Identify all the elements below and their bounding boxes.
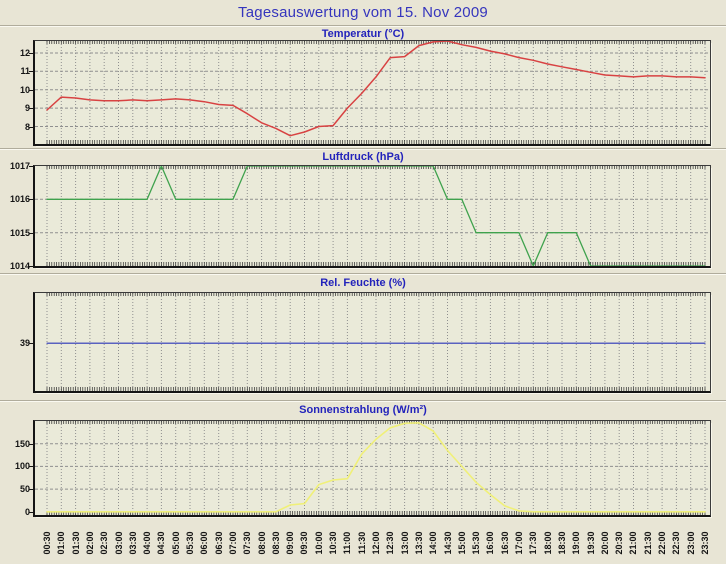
time-axis-label: 02:30	[99, 531, 110, 555]
temperature-chart	[33, 40, 711, 146]
time-axis-label: 21:30	[642, 531, 653, 555]
section-separator-1	[0, 148, 726, 150]
radiation-chart-title: Sonnenstrahlung (W/m²)	[299, 404, 427, 416]
time-axis-label: 10:00	[313, 531, 324, 555]
y-axis-tick	[29, 199, 33, 201]
time-axis-label: 05:30	[185, 531, 196, 555]
y-axis-label: 10	[19, 84, 30, 95]
time-axis-label: 07:30	[242, 531, 253, 555]
time-axis-label: 08:00	[256, 531, 267, 555]
time-axis-label: 11:00	[342, 531, 353, 555]
y-axis-label: 8	[24, 121, 30, 132]
y-axis-tick	[29, 52, 33, 54]
temperature-chart-title: Temperatur (°C)	[321, 28, 405, 40]
y-axis-tick	[29, 89, 33, 91]
y-axis-tick	[29, 232, 33, 234]
y-axis-label: 9	[24, 103, 30, 114]
time-axis-label: 01:30	[70, 531, 81, 555]
y-axis-label: 12	[19, 47, 30, 58]
time-axis-label: 12:00	[371, 531, 381, 555]
time-axis-label: 20:30	[614, 531, 625, 555]
time-axis-label: 21:00	[628, 531, 639, 555]
section-separator-2	[0, 273, 726, 275]
y-axis-label: 150	[14, 438, 30, 449]
time-axis-label: 14:30	[442, 531, 453, 555]
time-axis-label: 18:30	[556, 531, 567, 555]
time-axis-label: 06:30	[213, 531, 224, 555]
time-axis-label: 15:30	[471, 531, 482, 555]
y-axis-label: 50	[19, 484, 30, 495]
time-axis-label: 09:30	[299, 531, 310, 555]
pressure-chart-title: Luftdruck (hPa)	[322, 151, 404, 163]
time-axis-label: 14:00	[428, 531, 439, 555]
y-axis-label: 1016	[9, 194, 30, 205]
time-axis-label: 11:30	[356, 531, 367, 555]
time-axis-label: 18:00	[542, 531, 553, 555]
time-axis-label: 00:30	[42, 531, 52, 555]
y-axis-label: 1015	[9, 227, 30, 238]
y-axis-tick	[29, 466, 33, 468]
time-axis-label: 13:00	[399, 531, 410, 555]
time-axis-label: 07:00	[227, 531, 238, 555]
y-axis-label: 11	[20, 66, 30, 77]
time-axis-label: 17:30	[528, 531, 539, 555]
time-axis-label: 19:30	[585, 531, 596, 555]
time-axis-label: 22:00	[657, 531, 668, 555]
time-axis-label: 13:30	[413, 531, 424, 555]
time-axis-label: 02:00	[84, 531, 95, 555]
y-axis-tick	[29, 71, 33, 73]
y-axis-label: 1014	[9, 261, 30, 271]
time-axis-label: 12:30	[385, 531, 396, 555]
page-title: Tagesauswertung vom 15. Nov 2009	[238, 4, 488, 21]
time-axis-label: 04:30	[156, 531, 167, 555]
y-axis-tick	[29, 108, 33, 110]
time-axis-label: 23:00	[685, 531, 696, 555]
time-axis-label: 22:30	[671, 531, 682, 555]
y-axis-tick	[29, 266, 33, 267]
pressure-chart	[33, 165, 711, 268]
title-separator	[0, 25, 726, 27]
time-axis-label: 10:30	[328, 531, 339, 555]
y-axis-tick	[29, 511, 33, 513]
humidity-chart	[33, 292, 711, 393]
y-axis-tick	[29, 166, 33, 167]
time-axis-label: 15:00	[456, 531, 467, 555]
time-axis-label: 04:00	[142, 531, 153, 555]
y-axis-tick	[29, 343, 33, 345]
y-axis-label: 39	[19, 338, 30, 349]
section-separator-3	[0, 400, 726, 402]
time-axis-label: 05:00	[170, 531, 181, 555]
time-axis-label: 06:00	[199, 531, 210, 555]
radiation-chart	[33, 420, 711, 517]
time-axis-label: 09:00	[285, 531, 296, 555]
y-axis-label: 1017	[9, 161, 30, 171]
time-axis-label: 01:00	[56, 531, 67, 555]
y-axis-tick	[29, 443, 33, 445]
time-axis-label: 19:00	[571, 531, 582, 555]
time-axis-label: 03:00	[113, 531, 124, 555]
time-axis-label: 08:30	[270, 531, 281, 555]
y-axis-tick	[29, 489, 33, 491]
y-axis-label: 0	[24, 506, 30, 517]
time-axis-label: 16:00	[485, 531, 496, 555]
time-axis-label: 16:30	[499, 531, 510, 555]
y-axis-tick	[29, 126, 33, 128]
time-axis-label: 23:30	[700, 531, 710, 555]
time-axis-label: 20:00	[599, 531, 610, 555]
time-axis-label: 17:00	[514, 531, 525, 555]
time-axis-label: 03:30	[127, 531, 138, 555]
humidity-chart-title: Rel. Feuchte (%)	[320, 277, 406, 289]
y-axis-label: 100	[14, 461, 30, 472]
